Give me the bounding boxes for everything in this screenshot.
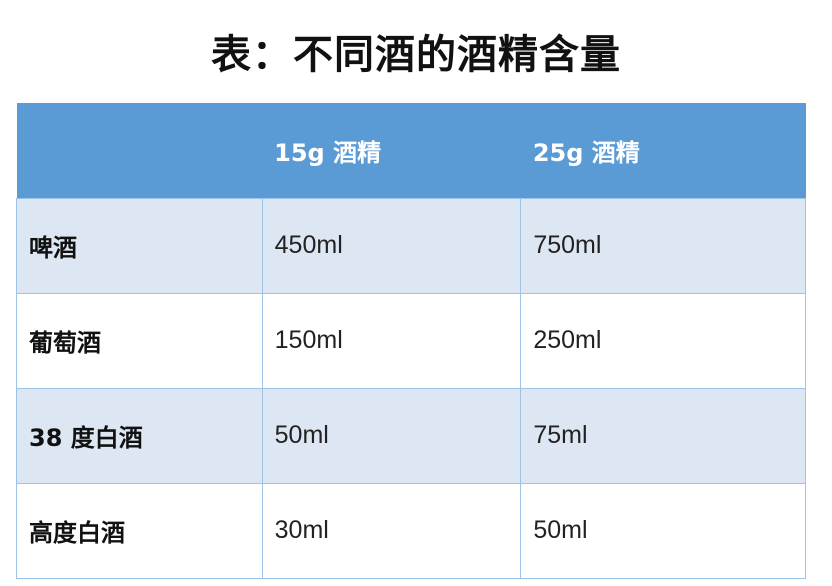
row-name: 啤酒 (16, 197, 263, 294)
alcohol-content-table: 15g 酒精 25g 酒精 啤酒 450ml 750ml 葡萄酒 150ml 2… (16, 103, 806, 579)
value-25g: 750ml (520, 197, 806, 294)
table-row: 啤酒 450ml 750ml (16, 197, 806, 294)
value-15g: 150ml (261, 292, 522, 389)
value-25g: 250ml (520, 292, 806, 389)
row-name: 高度白酒 (16, 482, 263, 579)
header-cell-empty (17, 103, 263, 198)
header-cell-25g: 25g 酒精 (532, 138, 640, 167)
table-row: 葡萄酒 150ml 250ml (16, 292, 806, 389)
table-title: 表：不同酒的酒精含量 (211, 32, 621, 78)
value-15g: 450ml (261, 197, 522, 294)
table-row: 38 度白酒 50ml 75ml (16, 387, 806, 484)
header-cell-15g: 15g 酒精 (274, 138, 382, 167)
row-name: 38 度白酒 (16, 387, 263, 484)
value-25g: 50ml (520, 482, 806, 579)
row-name: 葡萄酒 (16, 292, 263, 389)
value-15g: 50ml (261, 387, 522, 484)
table-row: 高度白酒 30ml 50ml (16, 482, 806, 579)
value-25g: 75ml (520, 387, 806, 484)
value-15g: 30ml (261, 482, 522, 579)
header-row: 15g 酒精 25g 酒精 (16, 103, 806, 198)
